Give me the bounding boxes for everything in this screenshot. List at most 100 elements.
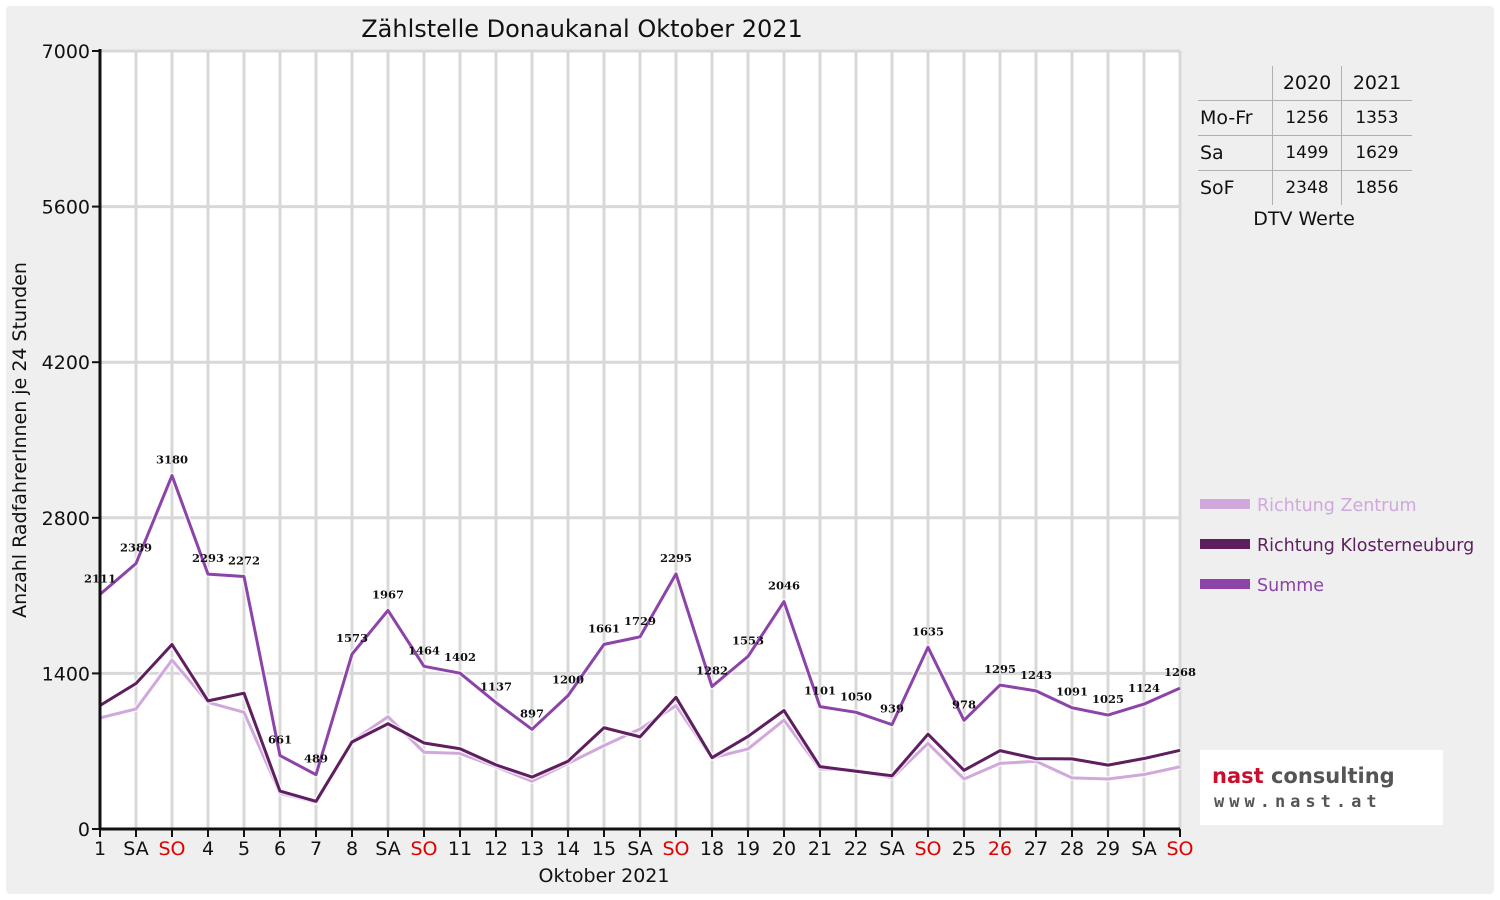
y-tick-label: 4200: [42, 352, 90, 374]
dtv-header-2020: 2020: [1272, 66, 1342, 101]
logo-word-consulting: consulting: [1270, 764, 1395, 788]
data-label: 1124: [1128, 681, 1160, 695]
series-summe: [98, 472, 1182, 778]
dtv-header-2021: 2021: [1341, 66, 1412, 101]
data-label: 1282: [696, 664, 728, 678]
x-tick-label: 29: [1096, 838, 1120, 860]
x-tick-label: 7: [310, 838, 322, 860]
dtv-row-sa: Sa 1499 1629: [1198, 135, 1412, 171]
data-label: 3180: [156, 453, 188, 467]
dtv-cell-2020: 1256: [1272, 100, 1342, 136]
data-label: 2295: [660, 551, 692, 565]
x-tick-label: 27: [1024, 838, 1048, 860]
x-tick-label: 11: [448, 838, 472, 860]
legend-swatch: [1200, 579, 1250, 589]
series-line: [99, 474, 1181, 777]
data-label: 1137: [480, 680, 512, 694]
x-tick-label: 18: [700, 838, 724, 860]
grid-lines: [100, 49, 1182, 829]
x-tick-label: 1: [94, 838, 106, 860]
y-axis-title: Anzahl RadfahrerInnen je 24 Stunden: [9, 262, 31, 618]
series-line: [99, 643, 1181, 803]
x-tick-label: 22: [844, 838, 868, 860]
dtv-cell-2021: 1629: [1341, 135, 1412, 171]
x-tick-label: SO: [158, 838, 185, 860]
dtv-row-mofr: Mo-Fr 1256 1353: [1198, 100, 1412, 136]
dtv-row-label: Sa: [1198, 135, 1273, 171]
y-tick-label: 5600: [42, 197, 90, 219]
data-label: 1402: [444, 650, 476, 664]
dtv-row-label: SoF: [1198, 170, 1273, 205]
legend-label: Richtung Zentrum: [1257, 496, 1417, 516]
x-tick-label: 5: [238, 838, 250, 860]
axes: 0 1400 2800 4200 5600 7000 1 SA SO 4 5 6 7 8 SA SO 11 12 1…: [42, 41, 1194, 860]
data-label: 1729: [624, 614, 656, 628]
data-label: 1661: [588, 621, 620, 635]
data-label: 489: [304, 752, 328, 766]
data-label: 661: [268, 733, 292, 747]
dtv-caption: DTV Werte: [1253, 208, 1355, 230]
chart-title: Zählstelle Donaukanal Oktober 2021: [361, 15, 803, 43]
data-label: 1635: [912, 624, 944, 638]
dtv-table: 2020 2021 Mo-Fr 1256 1353 Sa 1499 1629 S…: [1198, 66, 1412, 205]
x-tick-label: SO: [662, 838, 689, 860]
data-label: 1268: [1164, 665, 1196, 679]
x-tick-label: 25: [952, 838, 976, 860]
dtv-header-row: 2020 2021: [1198, 66, 1412, 101]
data-label: 1243: [1020, 668, 1052, 682]
data-label: 1553: [732, 633, 764, 647]
x-tick-label: SO: [914, 838, 941, 860]
data-label: 2046: [768, 579, 800, 593]
data-label: 1295: [984, 662, 1016, 676]
dtv-cell-2021: 1856: [1341, 170, 1412, 205]
data-label: 1101: [804, 684, 836, 698]
x-tick-label: 12: [484, 838, 508, 860]
x-tick-label: SA: [375, 838, 400, 860]
y-tick-label: 7000: [42, 41, 90, 63]
data-label: 978: [952, 697, 976, 711]
dtv-cell-2020: 1499: [1272, 135, 1342, 171]
x-tick-label: SA: [123, 838, 148, 860]
x-tick-label: 14: [556, 838, 580, 860]
data-label: 1464: [408, 643, 440, 657]
y-tick-label: 1400: [42, 663, 90, 685]
logo-wordmark: nast consulting: [1212, 764, 1395, 788]
data-label: 2389: [120, 540, 152, 554]
x-tick-label: 28: [1060, 838, 1084, 860]
dtv-header-empty: [1198, 66, 1273, 101]
x-tick-label: SA: [627, 838, 652, 860]
x-tick-label: 13: [520, 838, 544, 860]
data-label: 1967: [372, 587, 404, 601]
legend-label: Richtung Klosterneuburg: [1257, 536, 1474, 556]
x-tick-label: 21: [808, 838, 832, 860]
x-tick-label: SO: [1166, 838, 1193, 860]
x-tick-label: 26: [988, 838, 1012, 860]
data-labels: 2111238931802293227266148915731967146414…: [84, 453, 1196, 766]
x-tick-label: SA: [879, 838, 904, 860]
x-tick-label: 6: [274, 838, 286, 860]
x-axis-title: Oktober 2021: [539, 865, 670, 887]
series-richtung-klosterneuburg: [98, 641, 1181, 805]
series-layer: [98, 472, 1182, 806]
legend: Richtung Zentrum Richtung Klosterneuburg S…: [1200, 496, 1474, 596]
data-label: 939: [880, 702, 904, 716]
logo-url: www.nast.at: [1214, 792, 1382, 812]
x-tick-label: 8: [346, 838, 358, 860]
dtv-cell-2021: 1353: [1341, 100, 1412, 136]
x-tick-label: SO: [410, 838, 437, 860]
legend-swatch: [1200, 499, 1250, 509]
legend-swatch: [1200, 539, 1250, 549]
x-tick-label: SA: [1131, 838, 1156, 860]
data-label: 1200: [552, 673, 584, 687]
dtv-row-label: Mo-Fr: [1198, 100, 1273, 136]
logo-word-nast: nast: [1212, 764, 1264, 788]
legend-label: Summe: [1257, 576, 1324, 596]
x-tick-label: 4: [202, 838, 214, 860]
y-tick-label: 0: [78, 819, 90, 841]
data-label: 2293: [192, 551, 224, 565]
dtv-cell-2020: 2348: [1272, 170, 1342, 205]
data-label: 2272: [228, 553, 260, 567]
y-tick-label: 2800: [42, 508, 90, 530]
x-tick-label: 20: [772, 838, 796, 860]
